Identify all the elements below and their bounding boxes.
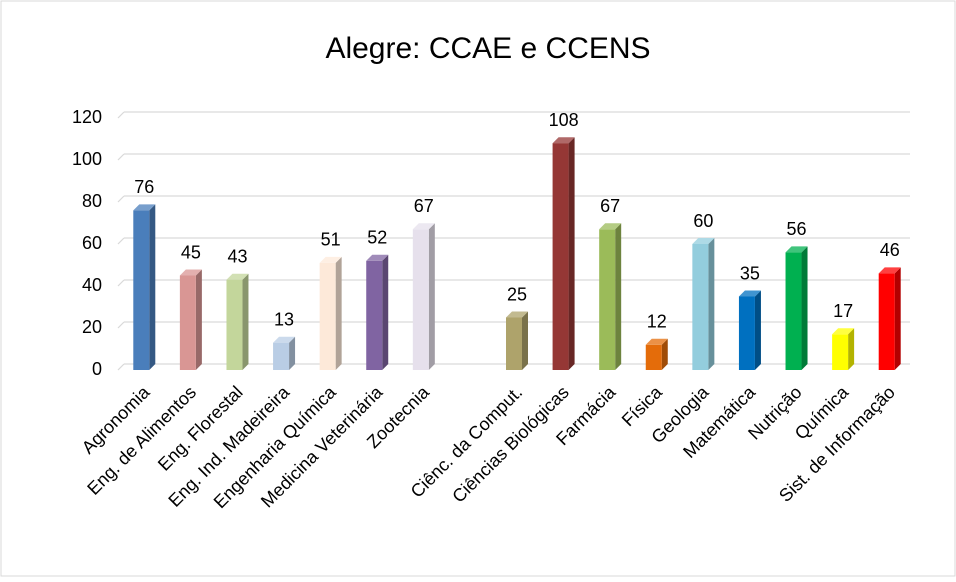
grid-line-depth <box>117 237 125 245</box>
bar-side <box>149 204 156 370</box>
data-label: 108 <box>549 110 579 130</box>
grid-line-depth <box>117 321 125 329</box>
bar-side <box>615 223 622 370</box>
data-label: 76 <box>134 177 154 197</box>
bar-side <box>708 238 715 370</box>
data-label: 67 <box>414 196 434 216</box>
bar <box>506 317 522 370</box>
y-tick-label: 80 <box>82 191 102 211</box>
bar-top <box>226 273 249 280</box>
grid-line-depth <box>117 363 125 371</box>
y-tick-label: 100 <box>72 149 102 169</box>
bar-side <box>382 254 389 370</box>
bar <box>878 273 895 370</box>
bar-side <box>522 311 528 370</box>
grid-line-depth <box>117 111 125 119</box>
bar-top <box>785 246 808 253</box>
bar-top <box>179 269 202 276</box>
grid-line-depth <box>117 153 125 161</box>
data-label: 13 <box>274 309 294 329</box>
data-label: 56 <box>787 219 807 239</box>
data-label: 52 <box>367 228 387 248</box>
bar-side <box>801 246 808 370</box>
bar-side <box>289 336 296 370</box>
bar-top <box>645 338 668 345</box>
data-label: 46 <box>880 240 900 260</box>
data-label: 67 <box>600 196 620 216</box>
data-label: 17 <box>833 301 853 321</box>
bar-top <box>319 256 342 263</box>
bar-top <box>273 336 296 343</box>
y-tick-label: 20 <box>82 317 102 337</box>
bar-top <box>133 204 156 211</box>
bar <box>226 279 243 370</box>
y-tick-label: 120 <box>72 107 102 127</box>
bar <box>738 296 755 370</box>
bar-side <box>848 328 855 370</box>
bar-side <box>335 256 342 370</box>
bar <box>319 262 336 370</box>
bar <box>692 244 709 370</box>
bar <box>785 252 802 370</box>
bar <box>645 344 662 370</box>
data-label: 51 <box>321 230 341 250</box>
bar-side <box>894 267 901 370</box>
bar-top <box>692 238 715 244</box>
bar <box>273 342 290 370</box>
grid-line-depth <box>117 279 125 287</box>
bar-top <box>506 311 528 318</box>
bar-top <box>832 328 855 335</box>
chart-title: Alegre: CCAE e CCENS <box>325 32 650 65</box>
y-tick-label: 40 <box>82 275 102 295</box>
bar-top <box>552 137 575 144</box>
grid-line-depth <box>117 195 125 203</box>
data-label: 60 <box>693 211 713 231</box>
data-label: 25 <box>507 284 527 304</box>
bar-top <box>412 223 435 230</box>
bar-top <box>366 254 389 261</box>
bar <box>599 229 616 370</box>
bar-top <box>599 223 622 230</box>
bar <box>412 229 429 370</box>
bar-top <box>738 290 761 297</box>
data-label: 12 <box>647 312 667 332</box>
bar <box>179 275 196 370</box>
bar-side <box>428 223 435 370</box>
bar-side <box>754 290 761 370</box>
bar <box>133 210 150 370</box>
bar <box>366 260 383 370</box>
bar <box>552 143 569 370</box>
bar-top <box>878 267 901 274</box>
bar <box>832 334 849 370</box>
bar-side <box>661 338 668 370</box>
bar-side <box>568 137 575 370</box>
y-tick-label: 0 <box>92 359 102 379</box>
bar-side <box>242 273 249 370</box>
data-label: 45 <box>181 242 201 262</box>
y-tick-label: 60 <box>82 233 102 253</box>
bar-side <box>195 269 202 370</box>
data-label: 35 <box>740 263 760 283</box>
data-label: 43 <box>227 246 247 266</box>
